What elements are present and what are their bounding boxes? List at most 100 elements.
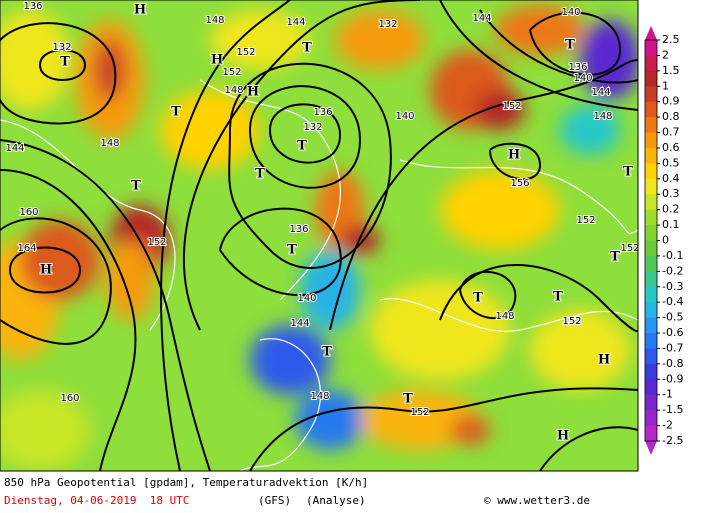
colorbar-arrow (645, 26, 657, 40)
pressure-center: H (247, 85, 259, 100)
contour-label: 144 (290, 318, 309, 329)
contour-label: 152 (222, 67, 241, 78)
colorbar-band (645, 163, 657, 180)
colorbar-label: 2.5 (662, 33, 680, 46)
colorbar-band (645, 363, 657, 380)
colorbar-label: 0.7 (662, 126, 680, 139)
contour-label: 132 (52, 42, 71, 53)
contour-label: 152 (147, 237, 166, 248)
contour-label: 148 (495, 311, 514, 322)
pressure-center: T (473, 291, 483, 306)
colorbar-band (645, 101, 657, 118)
contour-label: 132 (378, 19, 397, 30)
contour-label: 144 (472, 13, 491, 24)
colorbar-label: -0.8 (662, 357, 683, 370)
contour-label: 164 (17, 243, 36, 254)
colorbar-band (645, 271, 657, 288)
contour-label: 152 (562, 316, 581, 327)
geopotential-contours (0, 0, 638, 471)
colorbar-band (645, 225, 657, 241)
contour-label: 156 (510, 178, 529, 189)
pressure-center: H (598, 353, 610, 368)
colorbar-band (645, 40, 657, 56)
colorbar-label: 1 (662, 79, 669, 92)
contour-label: 140 (297, 293, 316, 304)
pressure-center: T (623, 165, 633, 180)
colorbar-label: -2 (662, 419, 673, 432)
colorbar-label: 0.9 (662, 95, 680, 108)
colorbar-label: -0.6 (662, 326, 683, 339)
contour-label: 140 (395, 111, 414, 122)
colorbar-label: 0 (662, 234, 669, 247)
colorbar-band (645, 132, 657, 149)
contour-label: 144 (591, 87, 610, 98)
pressure-center: T (131, 179, 141, 194)
footer-credit: © www.wetter3.de (484, 494, 590, 507)
contour-label: 144 (5, 143, 24, 154)
colorbar-label: 0.6 (662, 141, 680, 154)
colorbar-band (645, 317, 657, 334)
pressure-center: H (211, 53, 223, 68)
colorbar-band (645, 55, 657, 72)
colorbar-label: 0.8 (662, 110, 680, 123)
colorbar-band (645, 302, 657, 319)
map-frame (0, 0, 639, 472)
colorbar-band (645, 178, 657, 195)
contour-label: 136 (289, 224, 308, 235)
colorbar-band (645, 117, 657, 134)
pressure-center: T (287, 243, 297, 258)
footer-model: (GFS) (258, 494, 291, 507)
colorbar-band (645, 286, 657, 303)
pressure-center: T (171, 105, 181, 120)
contour-label: 136 (568, 62, 587, 73)
colorbar-band (645, 425, 657, 442)
colorbar-label: 0.1 (662, 218, 680, 231)
pressure-center: T (565, 38, 575, 53)
colorbar-band (645, 255, 657, 272)
contour-label: 140 (561, 7, 580, 18)
contour-label: 140 (573, 73, 592, 84)
pressure-center: T (255, 167, 265, 182)
pressure-center: H (508, 148, 520, 163)
colorbar-band (645, 379, 657, 396)
pressure-center: T (297, 139, 307, 154)
colorbar-band (645, 147, 657, 164)
pressure-center: T (302, 41, 312, 56)
colorbar-label: -0.7 (662, 341, 683, 354)
advection-contours (0, 79, 638, 471)
colorbar-band (645, 394, 657, 411)
colorbar-band (645, 333, 657, 349)
colorbar-label: -0.9 (662, 372, 683, 385)
contour-label: 136 (23, 1, 42, 12)
colorbar-label: 0.5 (662, 156, 680, 169)
colorbar-band (645, 70, 657, 87)
pressure-center: T (610, 250, 620, 265)
contour-label: 152 (410, 407, 429, 418)
colorbar-band (645, 86, 657, 103)
colorbar-band (645, 194, 657, 211)
footer-date: Dienstag, 04-06-2019 18 UTC (4, 494, 189, 507)
colorbar-band (645, 348, 657, 365)
contour-label: 148 (593, 111, 612, 122)
pressure-center: T (60, 55, 70, 70)
pressure-center: T (403, 392, 413, 407)
pressure-center: H (557, 429, 569, 444)
colorbar-label: -0.5 (662, 311, 683, 324)
contour-label: 152 (236, 47, 255, 58)
contour-label: 148 (224, 85, 243, 96)
colorbar-arrow (645, 441, 657, 455)
colorbar-label: 1.5 (662, 64, 680, 77)
footer-run: (Analyse) (306, 494, 366, 507)
contour-label: 148 (205, 15, 224, 26)
footer-title: 850 hPa Geopotential [gpdam], Temperatur… (4, 476, 368, 489)
colorbar-label: -0.1 (662, 249, 683, 262)
colorbar-label: 0.3 (662, 187, 680, 200)
colorbar-label: -1.5 (662, 403, 683, 416)
colorbar-label: -0.3 (662, 280, 683, 293)
contour-label: 148 (100, 138, 119, 149)
colorbar-label: -0.4 (662, 295, 683, 308)
colorbar-label: -0.2 (662, 264, 683, 277)
